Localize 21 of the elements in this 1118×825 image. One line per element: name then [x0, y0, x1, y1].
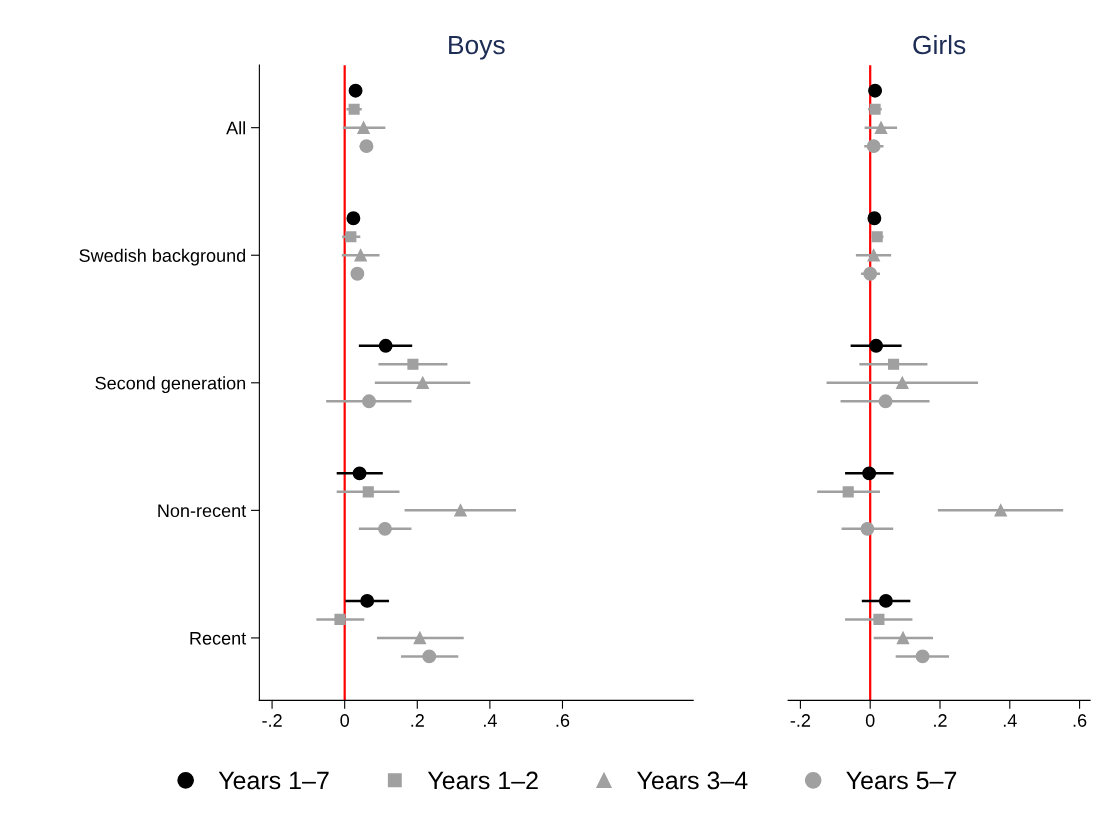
x-tick-label: .6 [556, 714, 570, 727]
x-tick-label: .4 [484, 714, 497, 727]
y-tick-label: Second generation [95, 376, 246, 394]
x-tick-label: -.2 [262, 714, 282, 727]
legend-label: Years 1–2 [427, 771, 538, 790]
y-tick-label: All [226, 121, 245, 135]
legend-label: Years 1–7 [218, 771, 329, 790]
legend-label: Years 5–7 [846, 771, 957, 790]
y-tick-label: Non-recent [158, 504, 247, 518]
x-tick-label: -.2 [790, 714, 811, 727]
chart-title: Boys [449, 35, 505, 60]
legend-label: Years 3–4 [637, 771, 748, 790]
x-tick-label: 0 [340, 714, 349, 727]
x-tick-label: .6 [1073, 714, 1087, 727]
x-tick-label: .2 [411, 714, 424, 727]
x-tick-label: .2 [934, 714, 947, 727]
y-tick-label: Swedish background [79, 248, 246, 266]
x-tick-label: 0 [865, 714, 875, 727]
chart-title: Girls [913, 34, 966, 55]
x-tick-label: .4 [1003, 714, 1017, 727]
y-tick-label: Recent [190, 632, 247, 645]
